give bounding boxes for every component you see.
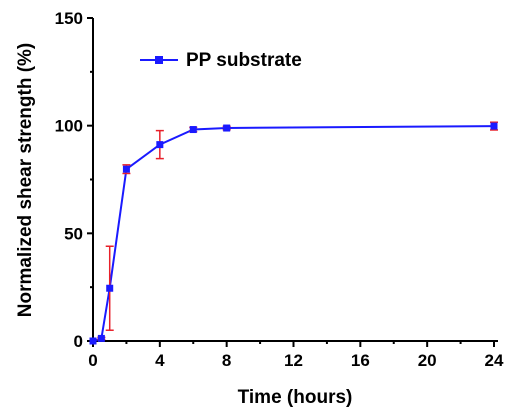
data-point: [223, 124, 231, 132]
data-point: [122, 165, 130, 173]
legend: PP substrate: [140, 50, 302, 71]
x-tick-label: 0: [88, 351, 97, 370]
series-layer: [89, 121, 498, 345]
y-axis-title: Normalized shear strength (%): [15, 43, 36, 318]
data-point: [490, 122, 498, 130]
x-tick-label: 24: [485, 351, 504, 370]
y-tick-label: 0: [74, 332, 83, 351]
data-point: [89, 337, 97, 345]
x-tick-label: 4: [155, 351, 165, 370]
legend-label: PP substrate: [186, 50, 302, 71]
y-tick-label: 150: [55, 9, 83, 28]
x-tick-label: 12: [284, 351, 303, 370]
y-tick-label: 100: [55, 117, 83, 136]
data-point: [156, 141, 164, 149]
series-line: [92, 125, 495, 342]
y-ticks: 0 50 100 150: [55, 9, 93, 351]
data-point: [97, 334, 105, 342]
data-point: [189, 126, 197, 134]
x-tick-label: 8: [222, 351, 231, 370]
x-tick-label: 20: [418, 351, 437, 370]
x-ticks: 0 4 8 12 16 20 24: [88, 341, 504, 370]
legend-marker: [155, 56, 163, 64]
y-tick-label: 50: [64, 224, 83, 243]
x-tick-label: 16: [351, 351, 370, 370]
x-axis-title: Time (hours): [238, 387, 353, 408]
data-point: [106, 284, 114, 292]
